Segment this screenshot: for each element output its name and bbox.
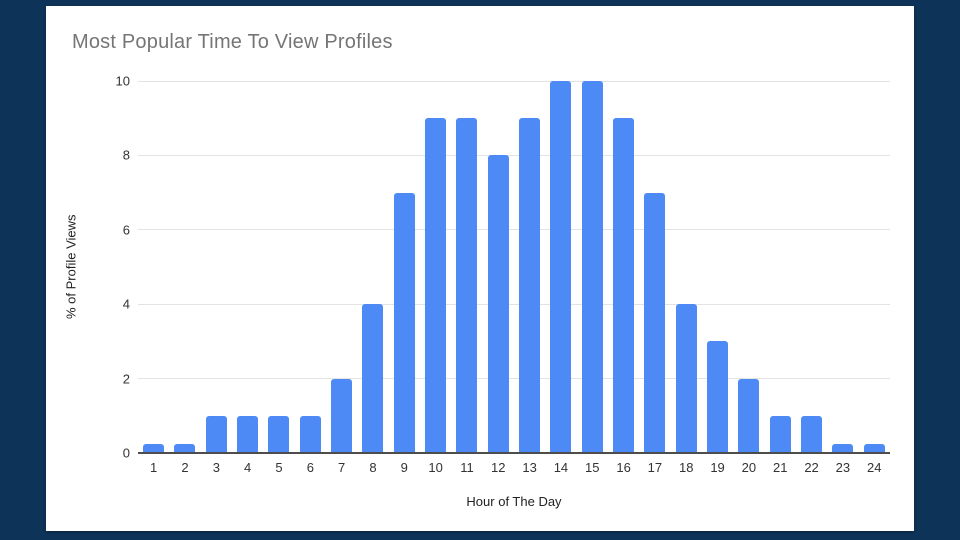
bar-hour-19 xyxy=(707,341,729,453)
bar-slot-hour-4 xyxy=(232,81,263,453)
slide-canvas: Most Popular Time To View Profiles % of … xyxy=(46,6,914,531)
x-tick-label-22: 22 xyxy=(804,460,819,475)
bar-hour-20 xyxy=(738,378,760,453)
bar-hour-2 xyxy=(174,443,196,453)
bar-hour-6 xyxy=(299,415,321,453)
x-tick-label-16: 16 xyxy=(616,460,631,475)
bar-slot-hour-21 xyxy=(765,81,796,453)
bar-slot-hour-3 xyxy=(201,81,232,453)
y-tick-label-4: 4 xyxy=(122,296,130,312)
x-tick-label-12: 12 xyxy=(491,460,506,475)
bar-hour-9 xyxy=(393,192,415,453)
x-tick-label-3: 3 xyxy=(212,460,220,475)
bar-slot-hour-19 xyxy=(702,81,733,453)
x-tick-label-19: 19 xyxy=(710,460,725,475)
x-tick-label-7: 7 xyxy=(338,460,346,475)
x-tick-labels: 1 2 3 4 5 6 7 8 9 10 11 12 13 14 15 16 17 18 19 20 21 22 23 24 xyxy=(138,460,890,475)
x-tick-label-11: 11 xyxy=(460,460,474,475)
bar-hour-23 xyxy=(832,443,854,453)
y-tick-label-8: 8 xyxy=(122,147,130,163)
bar-slot-hour-13 xyxy=(514,81,545,453)
bar-slot-hour-5 xyxy=(263,81,294,453)
x-tick-label-13: 13 xyxy=(522,460,537,475)
bar-slot-hour-18 xyxy=(671,81,702,453)
x-axis-line xyxy=(138,452,890,454)
bar-slot-hour-2 xyxy=(169,81,200,453)
bar-hour-14 xyxy=(550,81,572,453)
bar-slot-hour-9 xyxy=(389,81,420,453)
gridline-10 xyxy=(138,80,890,82)
x-tick-label-8: 8 xyxy=(369,460,377,475)
bar-hour-24 xyxy=(863,443,885,453)
y-tick-label-10: 10 xyxy=(115,73,130,89)
x-axis-title: Hour of The Day xyxy=(466,494,562,509)
x-tick-label-2: 2 xyxy=(181,460,189,475)
bar-hour-13 xyxy=(519,118,541,453)
bar-slot-hour-20 xyxy=(733,81,764,453)
bar-slot-hour-24 xyxy=(859,81,890,453)
x-tick-label-4: 4 xyxy=(244,460,252,475)
x-tick-label-5: 5 xyxy=(275,460,283,475)
chart-title: Most Popular Time To View Profiles xyxy=(72,31,393,53)
x-tick-label-17: 17 xyxy=(647,460,663,475)
bar-hour-16 xyxy=(613,118,635,453)
bar-hour-21 xyxy=(769,415,791,453)
y-tick-label-6: 6 xyxy=(122,222,130,238)
bar-hour-7 xyxy=(331,378,353,453)
bar-hour-3 xyxy=(205,415,227,453)
bar-slot-hour-10 xyxy=(420,81,451,453)
bar-hour-17 xyxy=(644,192,666,453)
gridline-6 xyxy=(138,229,890,231)
x-tick-label-14: 14 xyxy=(553,460,569,475)
x-tick-label-1: 1 xyxy=(150,460,158,475)
gridline-8 xyxy=(138,154,890,156)
bar-hour-18 xyxy=(675,304,697,453)
x-tick-label-10: 10 xyxy=(428,460,443,475)
bar-hour-5 xyxy=(268,415,290,453)
bar-slot-hour-22 xyxy=(796,81,827,453)
bar-slot-hour-17 xyxy=(639,81,670,453)
bar-slot-hour-7 xyxy=(326,81,357,453)
bar-slot-hour-23 xyxy=(827,81,858,453)
bar-hour-22 xyxy=(801,415,823,453)
bars-layer xyxy=(138,81,890,453)
bar-slot-hour-16 xyxy=(608,81,639,453)
y-tick-label-2: 2 xyxy=(122,371,130,387)
x-tick-label-6: 6 xyxy=(306,460,314,475)
bar-hour-4 xyxy=(237,415,259,453)
bar-slot-hour-11 xyxy=(451,81,482,453)
bar-slot-hour-1 xyxy=(138,81,169,453)
bar-hour-15 xyxy=(581,81,603,453)
x-tick-label-24: 24 xyxy=(866,460,882,475)
y-tick-labels: 0 2 4 6 8 10 xyxy=(46,74,130,461)
bar-slot-hour-6 xyxy=(295,81,326,453)
bar-hour-10 xyxy=(425,118,447,453)
x-tick-label-9: 9 xyxy=(400,460,408,475)
gridline-2 xyxy=(138,378,890,380)
bar-slot-hour-14 xyxy=(545,81,576,453)
plot-area xyxy=(138,80,890,454)
x-tick-label-20: 20 xyxy=(741,460,757,475)
bar-slot-hour-8 xyxy=(357,81,388,453)
gridline-4 xyxy=(138,303,890,305)
bar-hour-1 xyxy=(143,443,165,453)
x-tick-label-18: 18 xyxy=(679,460,694,475)
x-tick-label-15: 15 xyxy=(585,460,600,475)
bar-slot-hour-15 xyxy=(577,81,608,453)
x-tick-label-23: 23 xyxy=(835,460,851,475)
bar-slot-hour-12 xyxy=(483,81,514,453)
bar-hour-11 xyxy=(456,118,478,453)
x-tick-label-21: 21 xyxy=(772,460,788,475)
y-tick-label-0: 0 xyxy=(122,445,130,461)
bar-hour-12 xyxy=(487,155,509,453)
bar-hour-8 xyxy=(362,304,384,453)
